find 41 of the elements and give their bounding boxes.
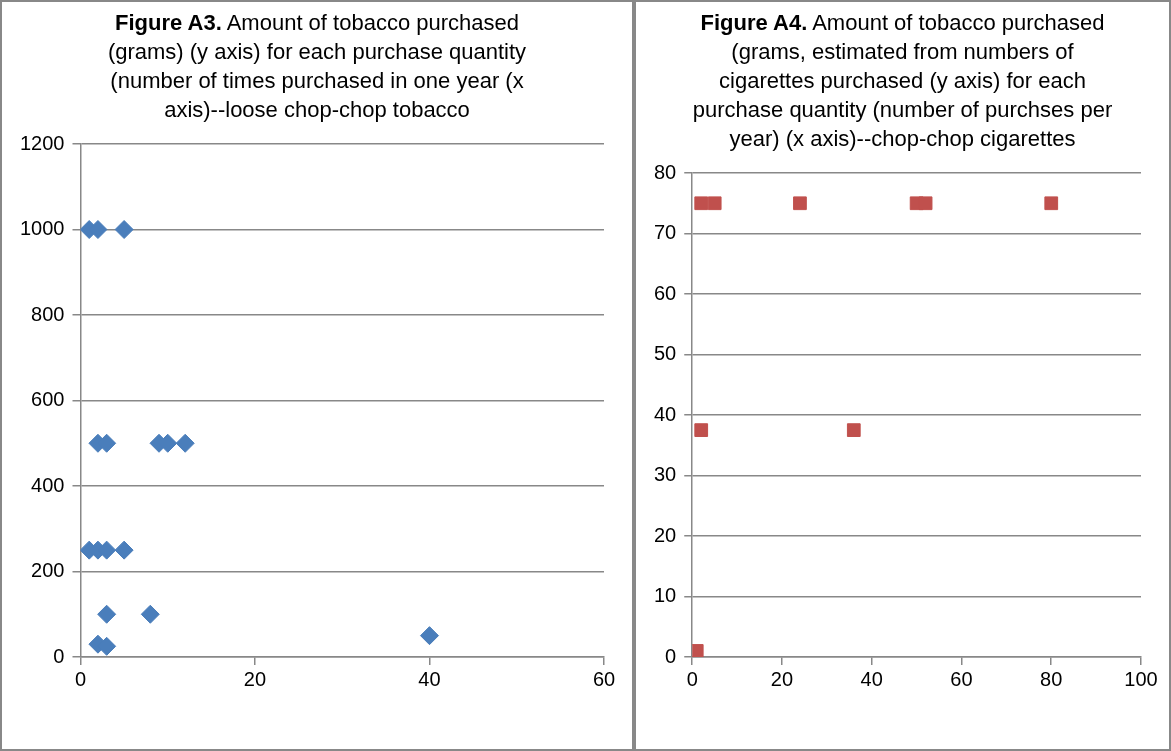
y-tick-label: 200 <box>31 559 65 582</box>
y-tick-label: 0 <box>665 644 677 667</box>
x-tick-label: 80 <box>1040 667 1063 690</box>
point <box>707 196 722 211</box>
point <box>97 604 117 624</box>
point <box>114 220 134 239</box>
y-tick-label: 40 <box>654 402 677 425</box>
x-tick-label: 0 <box>74 667 87 690</box>
point <box>175 433 195 453</box>
y-tick-label: 10 <box>654 584 677 607</box>
chart-title: Figure A3. Amount of tobacco purchased (grams) (y axis) for each purchase quantity (number of times purchased in one year (x axis)--loose chop-chop tobacco <box>107 10 527 122</box>
y-tick-label: 60 <box>654 281 677 304</box>
x-tick-label: 100 <box>1124 667 1158 690</box>
y-tick-label: 70 <box>654 221 677 244</box>
y-tick-label: 30 <box>654 463 677 486</box>
point <box>420 626 439 646</box>
x-tick-label: 20 <box>770 667 794 690</box>
x-tick-label: 60 <box>592 667 616 690</box>
y-tick-label: 400 <box>31 473 65 496</box>
point <box>114 540 134 560</box>
point <box>140 604 160 624</box>
point <box>694 423 709 437</box>
x-tick-label: 40 <box>418 667 441 690</box>
y-tick-label: 600 <box>31 388 65 411</box>
x-tick-label: 0 <box>686 667 698 690</box>
y-tick-label: 800 <box>31 302 65 325</box>
x-tick-label: 20 <box>243 667 267 690</box>
y-tick-label: 80 <box>654 160 677 183</box>
y-tick-label: 0 <box>53 644 65 667</box>
x-tick-label: 40 <box>860 667 883 690</box>
x-tick-label: 60 <box>950 667 973 690</box>
y-tick-label: 50 <box>654 342 677 365</box>
chart-title: Figure A4. Amount of tobacco purchased (grams, estimated from numbers of cigarettes purchased (y axis) for each purchase quantity (number of purchses per year) (x axis)--chop-chop cigarettes <box>692 10 1113 151</box>
point <box>1044 196 1059 211</box>
point <box>793 196 807 211</box>
point <box>694 196 709 211</box>
point <box>846 423 861 437</box>
y-tick-label: 1000 <box>19 217 65 240</box>
y-tick-label: 20 <box>654 523 677 546</box>
y-tick-label: 1200 <box>19 131 65 154</box>
point <box>918 196 933 211</box>
